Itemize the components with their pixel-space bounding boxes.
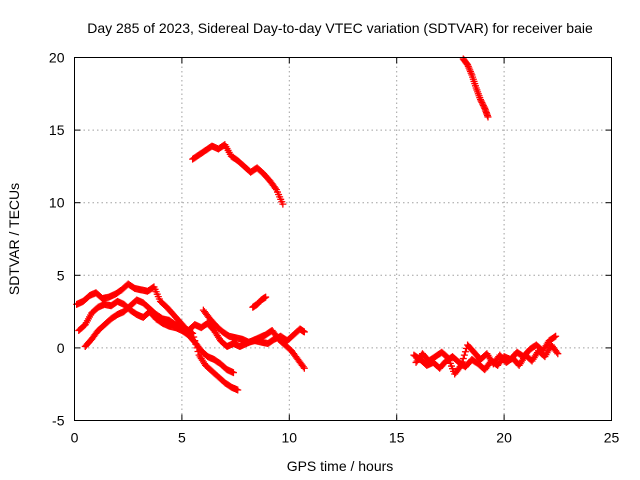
- grid-layer: [74, 57, 612, 421]
- data-point: [460, 351, 468, 359]
- data-point: [457, 361, 465, 369]
- data-point: [484, 113, 492, 121]
- data-point: [300, 364, 308, 372]
- series-arc-low-c: [81, 296, 308, 372]
- x-tick-label: 10: [282, 430, 298, 446]
- x-tick-label: 25: [604, 430, 620, 446]
- data-point: [461, 348, 469, 356]
- data-point: [262, 293, 270, 301]
- x-tick-label: 20: [496, 430, 512, 446]
- x-tick-label: 15: [389, 430, 405, 446]
- data-points: [73, 55, 562, 394]
- data-point: [456, 363, 464, 371]
- series-arc-late-b: [412, 341, 562, 378]
- x-axis-label: GPS time / hours: [287, 458, 394, 474]
- data-point: [459, 355, 467, 363]
- data-point: [443, 353, 451, 361]
- data-point: [552, 332, 560, 340]
- y-tick-label: -5: [52, 413, 65, 429]
- chart-title: Day 285 of 2023, Sidereal Day-to-day VTE…: [87, 20, 593, 36]
- tick-layer: 0 5 10 15 20 25 -5 0 5 10 15 20: [49, 50, 620, 446]
- series-arc-high-1: [189, 141, 287, 208]
- data-point: [279, 200, 287, 208]
- plot-frame: [74, 57, 612, 421]
- series-arc-high-2: [459, 55, 492, 121]
- data-point: [458, 358, 466, 366]
- data-point: [551, 333, 559, 341]
- data-point: [271, 184, 279, 192]
- data-point: [554, 350, 562, 358]
- x-tick-label: 0: [71, 430, 79, 446]
- y-tick-label: 5: [57, 267, 65, 283]
- data-point: [234, 386, 242, 394]
- y-tick-label: 15: [49, 122, 65, 138]
- data-point: [553, 348, 561, 356]
- y-tick-label: 10: [49, 195, 65, 211]
- data-point: [300, 328, 308, 336]
- series-arc-low-d: [199, 306, 308, 348]
- data-point: [299, 363, 307, 371]
- y-tick-label: 20: [49, 50, 65, 66]
- y-axis-label: SDTVAR / TECUs: [6, 183, 22, 295]
- x-tick-label: 5: [178, 430, 186, 446]
- series-arc-low-b: [75, 297, 237, 377]
- series-arc-low-e: [249, 293, 270, 311]
- data-point: [229, 369, 237, 377]
- y-tick-label: 0: [57, 340, 65, 356]
